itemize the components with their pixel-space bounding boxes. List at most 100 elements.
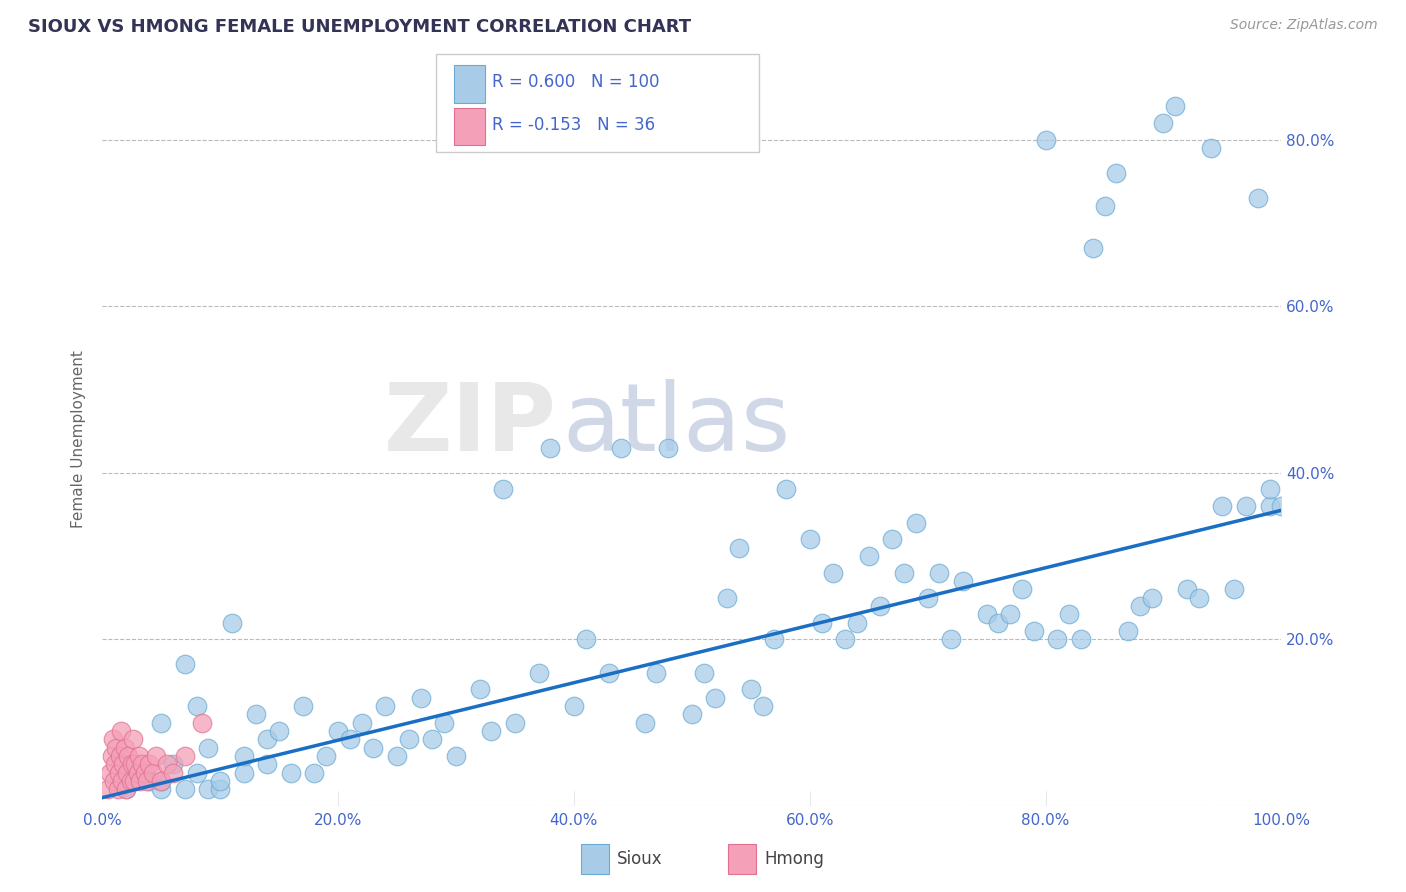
Point <box>728 541 751 555</box>
Point <box>716 591 738 605</box>
Point <box>1234 499 1257 513</box>
Point <box>444 749 467 764</box>
Point <box>1175 582 1198 597</box>
Point <box>468 682 491 697</box>
Point <box>315 749 337 764</box>
Point <box>150 774 173 789</box>
Point <box>763 632 786 647</box>
Text: atlas: atlas <box>562 379 790 471</box>
Point <box>150 774 173 789</box>
Point <box>1140 591 1163 605</box>
Point <box>173 657 195 672</box>
Point <box>374 699 396 714</box>
Point <box>1211 499 1233 513</box>
Point <box>104 757 127 772</box>
Point <box>114 740 136 755</box>
Point <box>433 715 456 730</box>
Point <box>134 765 156 780</box>
Point <box>1105 166 1128 180</box>
Point <box>112 757 135 772</box>
Point <box>1164 99 1187 113</box>
Point <box>350 715 373 730</box>
Point <box>232 749 254 764</box>
Point <box>1011 582 1033 597</box>
Point <box>120 774 142 789</box>
Point <box>1094 199 1116 213</box>
Point <box>121 757 143 772</box>
Point <box>173 749 195 764</box>
Point <box>823 566 845 580</box>
Point <box>197 740 219 755</box>
Point <box>150 782 173 797</box>
Point <box>422 732 444 747</box>
Point <box>1129 599 1152 613</box>
Text: Source: ZipAtlas.com: Source: ZipAtlas.com <box>1230 18 1378 32</box>
Point <box>107 765 129 780</box>
Point <box>110 724 132 739</box>
Point <box>1188 591 1211 605</box>
Point <box>845 615 868 630</box>
Point <box>173 782 195 797</box>
Point <box>103 774 125 789</box>
Point <box>267 724 290 739</box>
Point <box>751 699 773 714</box>
Point <box>1070 632 1092 647</box>
Point <box>156 757 179 772</box>
Point <box>645 665 668 680</box>
Point <box>492 483 515 497</box>
Point <box>128 749 150 764</box>
Text: R = 0.600   N = 100: R = 0.600 N = 100 <box>492 73 659 91</box>
Point <box>304 765 326 780</box>
Point <box>131 757 153 772</box>
Point <box>256 732 278 747</box>
Point <box>114 782 136 797</box>
Point <box>598 665 620 680</box>
Point <box>941 632 963 647</box>
Point <box>1116 624 1139 638</box>
Point <box>127 765 149 780</box>
Point <box>145 749 167 764</box>
Point <box>138 757 160 772</box>
Point <box>987 615 1010 630</box>
Point <box>209 774 232 789</box>
Point <box>363 740 385 755</box>
Point <box>256 757 278 772</box>
Point <box>527 665 550 680</box>
Point <box>326 724 349 739</box>
Text: Hmong: Hmong <box>765 850 825 868</box>
Point <box>1081 241 1104 255</box>
Point <box>124 757 146 772</box>
Point <box>105 740 128 755</box>
Point <box>904 516 927 530</box>
Point <box>100 765 122 780</box>
Point <box>117 749 139 764</box>
Point <box>197 782 219 797</box>
Point <box>409 690 432 705</box>
Point <box>562 699 585 714</box>
Point <box>1258 499 1281 513</box>
Point <box>858 549 880 563</box>
Point <box>122 774 145 789</box>
Point <box>810 615 832 630</box>
Point <box>291 699 314 714</box>
Point <box>1258 483 1281 497</box>
Point <box>191 715 214 730</box>
Point <box>127 765 149 780</box>
Text: R = -0.153   N = 36: R = -0.153 N = 36 <box>492 116 655 134</box>
Point <box>479 724 502 739</box>
Point <box>162 757 184 772</box>
Point <box>952 574 974 588</box>
Point <box>976 607 998 622</box>
Point <box>775 483 797 497</box>
Point <box>162 765 184 780</box>
Point <box>917 591 939 605</box>
Point <box>503 715 526 730</box>
Point <box>100 749 122 764</box>
Point <box>657 441 679 455</box>
Text: SIOUX VS HMONG FEMALE UNEMPLOYMENT CORRELATION CHART: SIOUX VS HMONG FEMALE UNEMPLOYMENT CORRE… <box>28 18 692 36</box>
Point <box>1057 607 1080 622</box>
Point <box>928 566 950 580</box>
Point <box>1153 116 1175 130</box>
Point <box>97 782 120 797</box>
Point <box>834 632 856 647</box>
